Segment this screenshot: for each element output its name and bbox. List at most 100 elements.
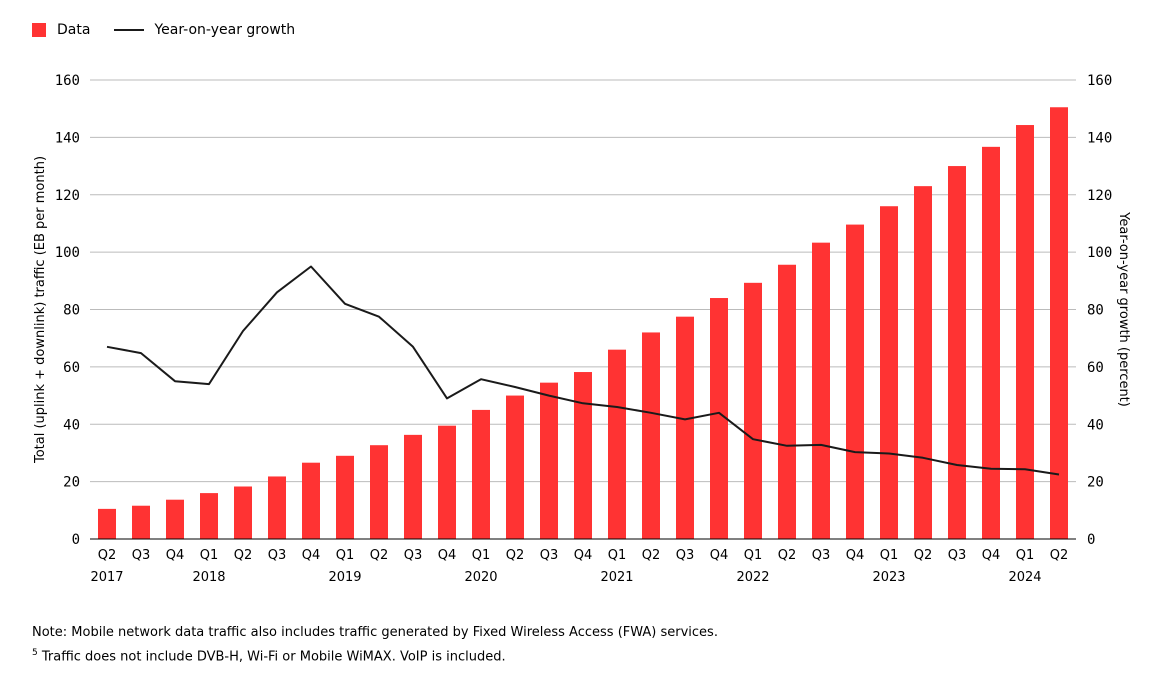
y-tick-label-right: 60: [1087, 360, 1104, 376]
x-tick-label: Q2: [234, 548, 253, 563]
legend: Data Year-on-year growth: [32, 22, 319, 38]
bar: [608, 349, 626, 539]
x-tick-label: Q3: [948, 548, 967, 563]
note-fwa: Note: Mobile network data traffic also i…: [32, 625, 718, 640]
y-tick-label-right: 80: [1087, 303, 1104, 319]
y-tick-label-left: 160: [55, 73, 80, 89]
x-tick-label: Q3: [404, 548, 423, 563]
year-label: 2022: [736, 570, 769, 585]
y-axis-title-left: Total (uplink + downlink) traffic (EB pe…: [33, 156, 48, 464]
y-tick-label-left: 80: [63, 303, 80, 319]
bar: [404, 434, 422, 539]
x-tick-label: Q4: [166, 548, 185, 563]
bar: [982, 146, 1000, 540]
growth-line-group: [106, 265, 1060, 476]
year-label: 2021: [600, 570, 633, 585]
x-tick-label: Q1: [1016, 548, 1035, 563]
y-tick-label-right: 20: [1087, 475, 1104, 491]
y-tick-label-right: 40: [1087, 417, 1104, 433]
legend-label-data: Data: [57, 22, 91, 38]
bar: [268, 476, 286, 539]
y-tick-label-left: 0: [72, 532, 80, 548]
x-tick-label: Q3: [676, 548, 695, 563]
legend-item-data: Data: [32, 22, 90, 38]
legend-swatch-data: [32, 23, 46, 37]
bar: [880, 206, 898, 539]
bar: [132, 505, 150, 539]
growth-line: [106, 265, 1060, 476]
y-tick-label-right: 160: [1087, 73, 1112, 89]
x-tick-label: Q2: [1050, 548, 1069, 563]
x-tick-label: Q1: [608, 548, 627, 563]
x-tick-label: Q4: [302, 548, 321, 563]
legend-item-growth: Year-on-year growth: [114, 22, 295, 38]
x-tick-label: Q4: [438, 548, 457, 563]
x-tick-label: Q1: [744, 548, 763, 563]
y-tick-label-left: 140: [55, 130, 80, 146]
bar: [234, 486, 252, 539]
y-tick-label-left: 20: [63, 475, 80, 491]
bar: [778, 264, 796, 539]
bar: [948, 166, 966, 539]
y-tick-label-right: 140: [1087, 130, 1112, 146]
year-label: 2020: [464, 570, 497, 585]
x-tick-label: Q2: [642, 548, 661, 563]
bar: [914, 186, 932, 540]
note-traffic-text: Traffic does not include DVB-H, Wi-Fi or…: [37, 649, 506, 665]
bar: [200, 493, 218, 539]
bar: [166, 499, 184, 539]
bar: [370, 445, 388, 539]
bar: [506, 395, 524, 539]
bars: [90, 107, 1076, 540]
y-tick-label-left: 40: [63, 417, 80, 433]
y-tick-label-right: 100: [1087, 245, 1112, 261]
y-tick-label-left: 60: [63, 360, 80, 376]
x-tick-label: Q2: [370, 548, 389, 563]
x-tick-label: Q1: [880, 548, 899, 563]
bar: [812, 242, 830, 539]
x-tick-label: Q4: [574, 548, 593, 563]
x-tick-label: Q2: [506, 548, 525, 563]
x-tick-label: Q3: [132, 548, 151, 563]
y-tick-label-right: 0: [1087, 532, 1095, 548]
y-axis-title-right: Year-on-year growth (percent): [1116, 211, 1131, 407]
bar: [540, 382, 558, 539]
bar: [98, 508, 116, 539]
x-tick-label: Q4: [846, 548, 865, 563]
x-tick-label: Q2: [778, 548, 797, 563]
bar: [846, 224, 864, 539]
x-tick-label: Q3: [268, 548, 287, 563]
x-tick-label: Q4: [710, 548, 729, 563]
note-traffic: 5 Traffic does not include DVB-H, Wi-Fi …: [32, 643, 718, 667]
bar: [744, 282, 762, 539]
legend-swatch-growth: [114, 29, 145, 31]
x-tick-label: Q4: [982, 548, 1001, 563]
bar: [438, 425, 456, 539]
footnotes: Note: Mobile network data traffic also i…: [32, 622, 718, 667]
bar: [676, 316, 694, 539]
bar: [1050, 107, 1068, 540]
x-tick-label: Q2: [914, 548, 933, 563]
bar: [472, 409, 490, 539]
y-tick-label-left: 120: [55, 188, 80, 204]
x-tick-label: Q1: [200, 548, 219, 563]
x-tick-label: Q1: [336, 548, 355, 563]
y-tick-label-left: 100: [55, 245, 80, 261]
year-label: 2019: [328, 570, 361, 585]
bar: [302, 462, 320, 539]
year-label: 2023: [872, 570, 905, 585]
year-label: 2017: [90, 570, 123, 585]
year-label: 2018: [192, 570, 225, 585]
x-tick-label: Q3: [812, 548, 831, 563]
bar: [642, 332, 660, 539]
year-label: 2024: [1008, 570, 1041, 585]
legend-label-growth: Year-on-year growth: [154, 22, 296, 38]
bar: [1016, 125, 1034, 540]
bar: [710, 298, 728, 539]
x-tick-label: Q3: [540, 548, 559, 563]
bar: [336, 455, 354, 539]
bar: [574, 372, 592, 539]
footnote-marker: 5: [32, 648, 38, 658]
